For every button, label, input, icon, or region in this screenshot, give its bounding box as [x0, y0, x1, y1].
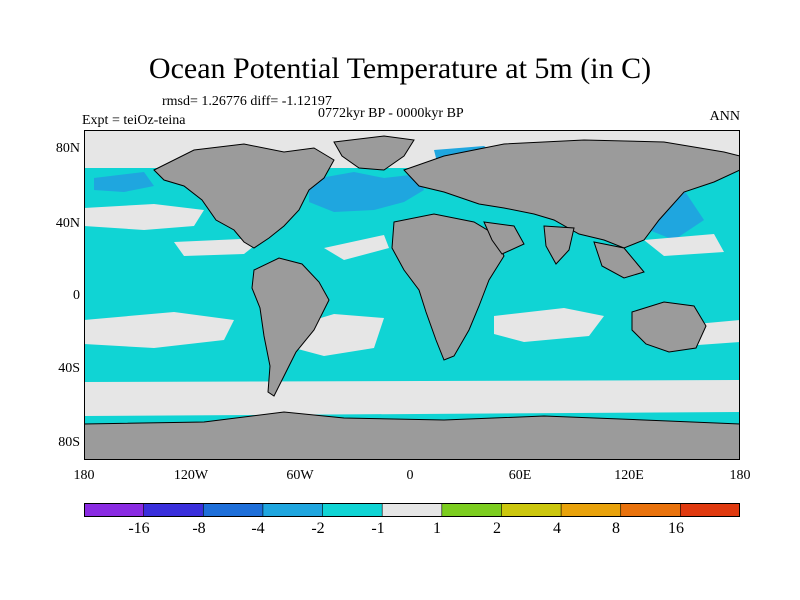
lon-label-180e: 180	[729, 468, 751, 483]
stats-text: rmsd= 1.26776 diff= -1.12197	[162, 94, 332, 109]
colorbar-label: -4	[251, 520, 265, 537]
colorbar-label: -8	[192, 520, 206, 537]
colorbar-label: -2	[311, 520, 325, 537]
southeast-asia	[593, 241, 645, 279]
chart-title: Ocean Potential Temperature at 5m (in C)	[148, 52, 652, 85]
greenland	[333, 135, 415, 171]
colorbar-label: 16	[668, 520, 684, 537]
colorbar-cell	[680, 503, 740, 517]
south-america	[251, 257, 330, 397]
experiment-text: Expt = teiOz-teina	[82, 113, 186, 128]
colorbar-cell	[202, 503, 264, 517]
lon-label-60e: 60E	[508, 468, 532, 483]
north-pacific-neutral	[84, 204, 204, 230]
north-atlantic-cool	[309, 172, 424, 212]
colorbar-cell	[501, 503, 562, 517]
lon-label-0: 0	[406, 468, 414, 483]
colorbar-label: -16	[128, 520, 150, 537]
lon-label-60w: 60W	[286, 468, 314, 483]
colorbar-cell	[381, 503, 443, 517]
colorbar-cell	[322, 503, 383, 517]
colorbar	[84, 503, 740, 517]
north-america	[153, 143, 335, 249]
season-text: ANN	[709, 109, 740, 124]
colorbar-cell	[84, 503, 145, 517]
africa	[391, 213, 505, 361]
colorbar-frame	[84, 503, 740, 517]
lat-label-40s: 40S	[58, 361, 80, 376]
lat-label-80n: 80N	[55, 141, 80, 156]
eurasia	[403, 139, 740, 249]
colorbar-label: 2	[493, 520, 501, 537]
colorbar-label: 8	[612, 520, 620, 537]
world-map	[84, 130, 740, 460]
lat-label-40n: 40N	[55, 216, 80, 231]
map-frame	[84, 130, 740, 460]
west-pacific-neutral	[644, 234, 724, 256]
southern-ocean-neutral	[84, 380, 740, 416]
antarctica	[84, 411, 740, 460]
australia	[631, 301, 707, 353]
colorbar-cell	[560, 503, 622, 517]
colorbar-cell	[143, 503, 205, 517]
colorbar-label: -1	[371, 520, 385, 537]
lon-label-180w: 180	[73, 468, 95, 483]
lat-label-80s: 80S	[58, 435, 80, 450]
colorbar-cell	[441, 503, 503, 517]
colorbar-cell	[620, 503, 682, 517]
period-text: 0772kyr BP - 0000kyr BP	[318, 106, 464, 121]
indian-ocean-neutral	[494, 308, 604, 342]
south-pacific-neutral-west	[84, 312, 234, 348]
arabia	[483, 221, 525, 255]
india	[543, 225, 575, 265]
colorbar-cell	[262, 503, 324, 517]
colorbar-label: 4	[553, 520, 561, 537]
tropical-atlantic-neutral	[324, 235, 389, 260]
colorbar-label: 1	[433, 520, 441, 537]
east-pacific-neutral	[174, 238, 264, 256]
lon-label-120w: 120W	[173, 468, 209, 483]
lon-label-120e: 120E	[614, 468, 644, 483]
lat-label-0: 0	[73, 288, 80, 303]
north-pacific-cool-west	[94, 172, 154, 192]
